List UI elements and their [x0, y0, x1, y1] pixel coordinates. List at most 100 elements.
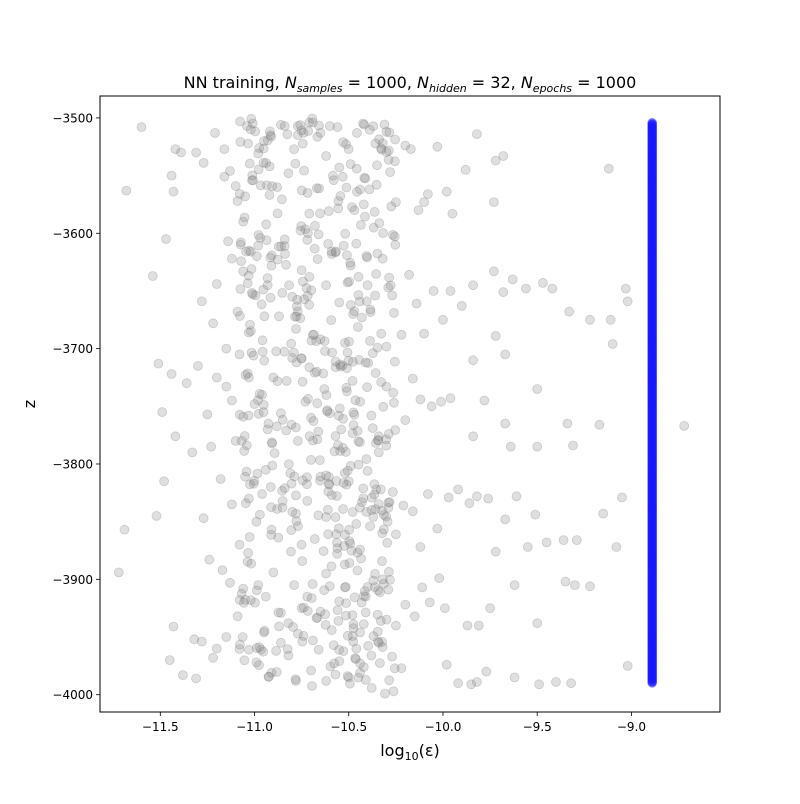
data-point [647, 128, 657, 138]
data-point [331, 491, 342, 501]
data-point [432, 141, 443, 152]
data-point [647, 521, 657, 531]
data-point [647, 621, 657, 631]
data-point [647, 657, 657, 667]
data-point [647, 481, 657, 491]
data-point [647, 512, 657, 523]
data-point [338, 646, 349, 656]
data-point [276, 241, 287, 252]
data-point [390, 529, 401, 540]
data-point [647, 437, 657, 448]
data-point [647, 566, 657, 576]
data-point [343, 672, 354, 683]
data-point [647, 309, 657, 320]
data-point [257, 346, 268, 357]
data-point [383, 282, 394, 293]
data-point [647, 486, 657, 496]
data-point [299, 294, 310, 305]
data-point [647, 652, 657, 663]
data-point [647, 471, 657, 482]
data-point [334, 656, 345, 667]
data-point [647, 554, 657, 565]
data-point [647, 641, 657, 652]
data-point [647, 570, 657, 580]
data-point [538, 277, 548, 288]
data-point [247, 175, 257, 186]
y-tick-label: −4000 [52, 688, 93, 702]
data-point [290, 158, 301, 169]
data-point [647, 611, 657, 621]
data-point [647, 144, 657, 154]
data-point [647, 404, 657, 415]
data-point [347, 428, 358, 439]
data-point [647, 432, 657, 443]
data-point [375, 616, 386, 626]
data-point [234, 595, 245, 605]
data-point [647, 658, 657, 669]
data-point [191, 147, 202, 158]
data-point [647, 157, 657, 168]
data-point [647, 414, 657, 425]
data-point [351, 238, 362, 249]
data-point [384, 497, 395, 508]
data-point [340, 610, 351, 621]
data-point [279, 483, 290, 494]
data-point [647, 456, 657, 466]
data-point [647, 363, 657, 373]
data-point [647, 607, 657, 617]
data-point [585, 581, 595, 592]
data-point [373, 585, 384, 596]
data-point [647, 675, 657, 686]
data-point [647, 182, 657, 193]
data-point [136, 122, 147, 132]
data-point [647, 305, 657, 316]
data-point [290, 674, 301, 685]
data-point [235, 284, 246, 294]
data-point [254, 143, 265, 153]
data-point [647, 127, 657, 137]
data-point [647, 563, 657, 574]
data-point [562, 418, 573, 429]
data-point [377, 574, 388, 585]
data-point [647, 673, 657, 683]
data-point [330, 356, 341, 367]
data-point [647, 162, 657, 172]
data-point [647, 645, 657, 656]
data-point [647, 149, 657, 159]
data-point [647, 470, 657, 481]
data-point [647, 523, 657, 534]
data-point [647, 175, 657, 186]
data-point [647, 172, 657, 182]
data-point [297, 636, 308, 647]
data-point [398, 500, 409, 511]
data-point [441, 659, 452, 670]
data-point [647, 578, 657, 589]
data-point [358, 493, 369, 504]
data-point [647, 499, 657, 510]
data-point [647, 668, 657, 679]
data-point [189, 634, 200, 645]
data-point [532, 618, 543, 629]
data-point [647, 666, 657, 677]
data-point [647, 496, 657, 507]
data-point [647, 410, 657, 421]
data-point [647, 569, 657, 580]
data-point [268, 567, 279, 578]
data-point [620, 283, 631, 294]
data-point [647, 545, 657, 556]
data-point [647, 131, 657, 141]
data-point [647, 363, 657, 374]
data-point [367, 348, 378, 359]
data-point [386, 201, 397, 212]
data-point [647, 210, 657, 220]
data-point [647, 534, 657, 544]
data-point [534, 679, 544, 690]
data-point [647, 289, 657, 300]
data-point [647, 393, 657, 403]
data-point [647, 324, 657, 334]
data-point [254, 509, 265, 520]
data-point [327, 170, 338, 181]
data-point [330, 512, 341, 522]
data-point [647, 156, 657, 166]
